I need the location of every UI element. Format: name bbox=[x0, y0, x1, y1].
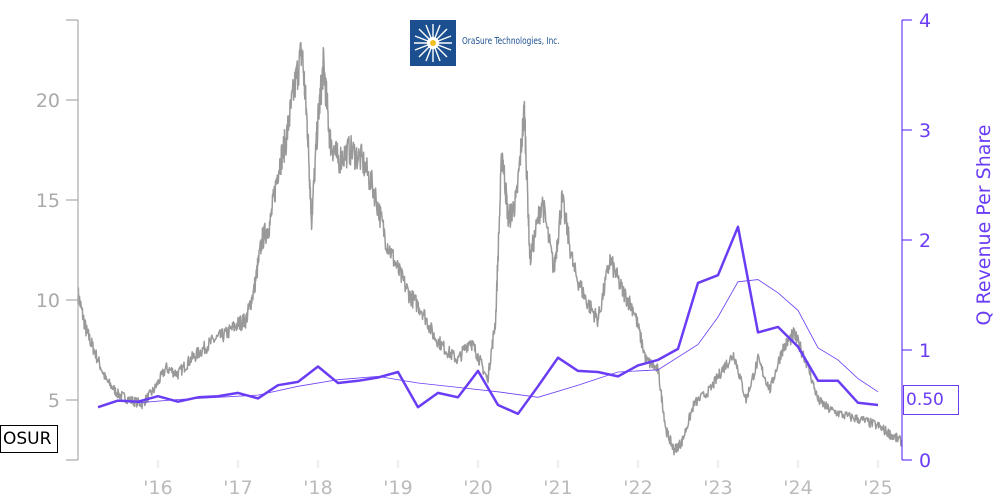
x-axis-tick-label: '23 bbox=[703, 477, 732, 499]
last-value-label: 0.50 bbox=[903, 385, 959, 415]
right-axis-tick-label: 3 bbox=[919, 120, 931, 142]
company-name: OraSure Technologies, Inc. bbox=[462, 36, 560, 47]
revenue-series bbox=[97, 225, 879, 416]
x-axis: '16 '17 '18 '19 '20 '21 '22 '23 '24 '25 bbox=[143, 460, 893, 499]
price-line bbox=[77, 41, 903, 456]
right-axis-tick-label: 2 bbox=[919, 230, 931, 252]
x-axis-tick-label: '24 bbox=[783, 477, 812, 499]
price-series bbox=[77, 41, 903, 456]
x-axis-tick-label: '22 bbox=[623, 477, 652, 499]
company-logo: OraSure Technologies, Inc. bbox=[410, 20, 580, 68]
left-axis-tick-label: 5 bbox=[48, 390, 60, 412]
x-axis-tick-label: '25 bbox=[863, 477, 892, 499]
left-axis-tick-label: 15 bbox=[36, 190, 60, 212]
ticker-label: OSUR bbox=[0, 425, 59, 453]
x-axis-tick-label: '19 bbox=[383, 477, 412, 499]
right-axis-tick-label: 1 bbox=[919, 340, 931, 362]
right-axis-tick-label: 4 bbox=[919, 10, 931, 32]
revenue-average-line bbox=[137, 279, 879, 404]
left-axis: 5 10 15 20 bbox=[36, 19, 79, 461]
right-axis-tick-label: 0 bbox=[919, 450, 931, 472]
right-axis-title: Q Revenue Per Share bbox=[973, 125, 995, 326]
sunburst-logo-icon bbox=[410, 20, 456, 66]
x-axis-tick-label: '20 bbox=[463, 477, 492, 499]
revenue-average-series bbox=[137, 279, 879, 404]
left-axis-tick-label: 10 bbox=[36, 290, 60, 312]
x-axis-tick-label: '18 bbox=[303, 477, 332, 499]
x-axis-tick-label: '16 bbox=[143, 477, 172, 499]
x-axis-tick-label: '21 bbox=[543, 477, 572, 499]
right-axis: 0 1 2 3 4 bbox=[901, 10, 931, 472]
left-axis-tick-label: 20 bbox=[36, 90, 60, 112]
revenue-line bbox=[97, 225, 879, 416]
x-axis-tick-label: '17 bbox=[223, 477, 252, 499]
